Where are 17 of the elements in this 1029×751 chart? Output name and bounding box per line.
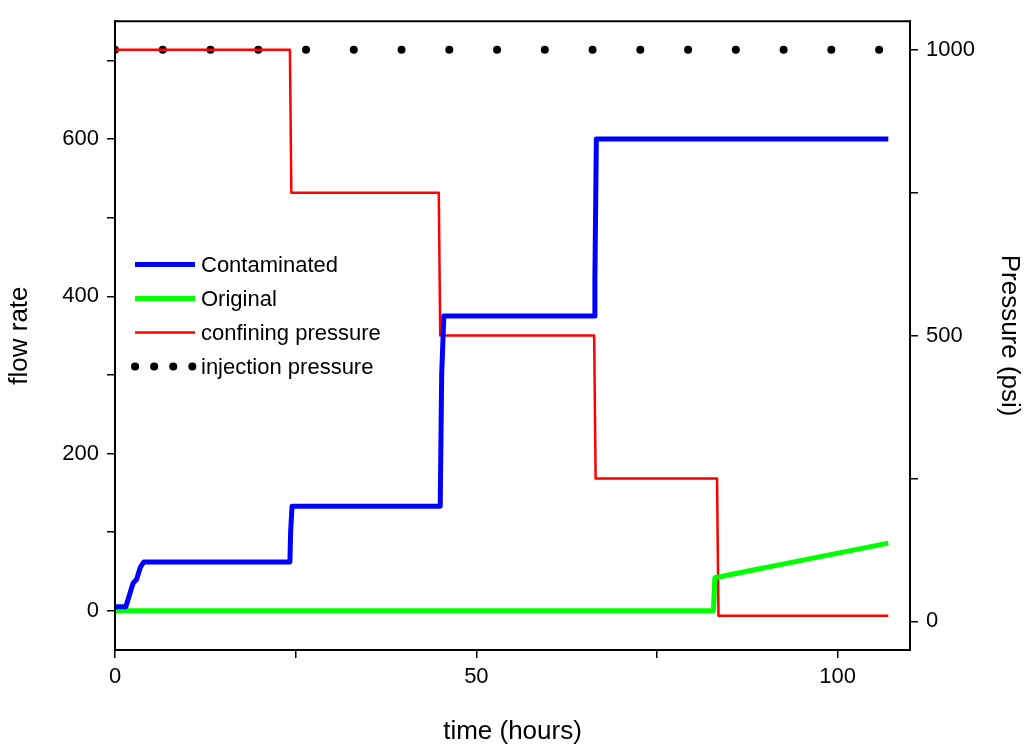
y2-tick-label: 500: [926, 321, 963, 347]
y-tick-label: 400: [62, 282, 99, 308]
x-axis-title: time (hours): [443, 714, 582, 745]
legend-label: Contaminated: [201, 251, 338, 277]
x-tick-label: 0: [108, 663, 122, 689]
y2-tick-label: 1000: [926, 35, 975, 61]
x-tick-label: 50: [464, 663, 489, 689]
y-tick-label: 200: [62, 439, 99, 465]
y-tick-label: 0: [86, 596, 99, 622]
y2-axis-title: Pressure (psi): [996, 254, 1027, 417]
x-tick-label: 100: [819, 663, 857, 689]
y-axis-title: flow rate: [2, 286, 33, 385]
legend-label: Original: [201, 285, 277, 311]
legend-label: injection pressure: [201, 353, 374, 379]
y2-tick-label: 0: [926, 607, 939, 633]
y-tick-label: 600: [62, 125, 99, 151]
legend-label: confining pressure: [201, 319, 381, 345]
